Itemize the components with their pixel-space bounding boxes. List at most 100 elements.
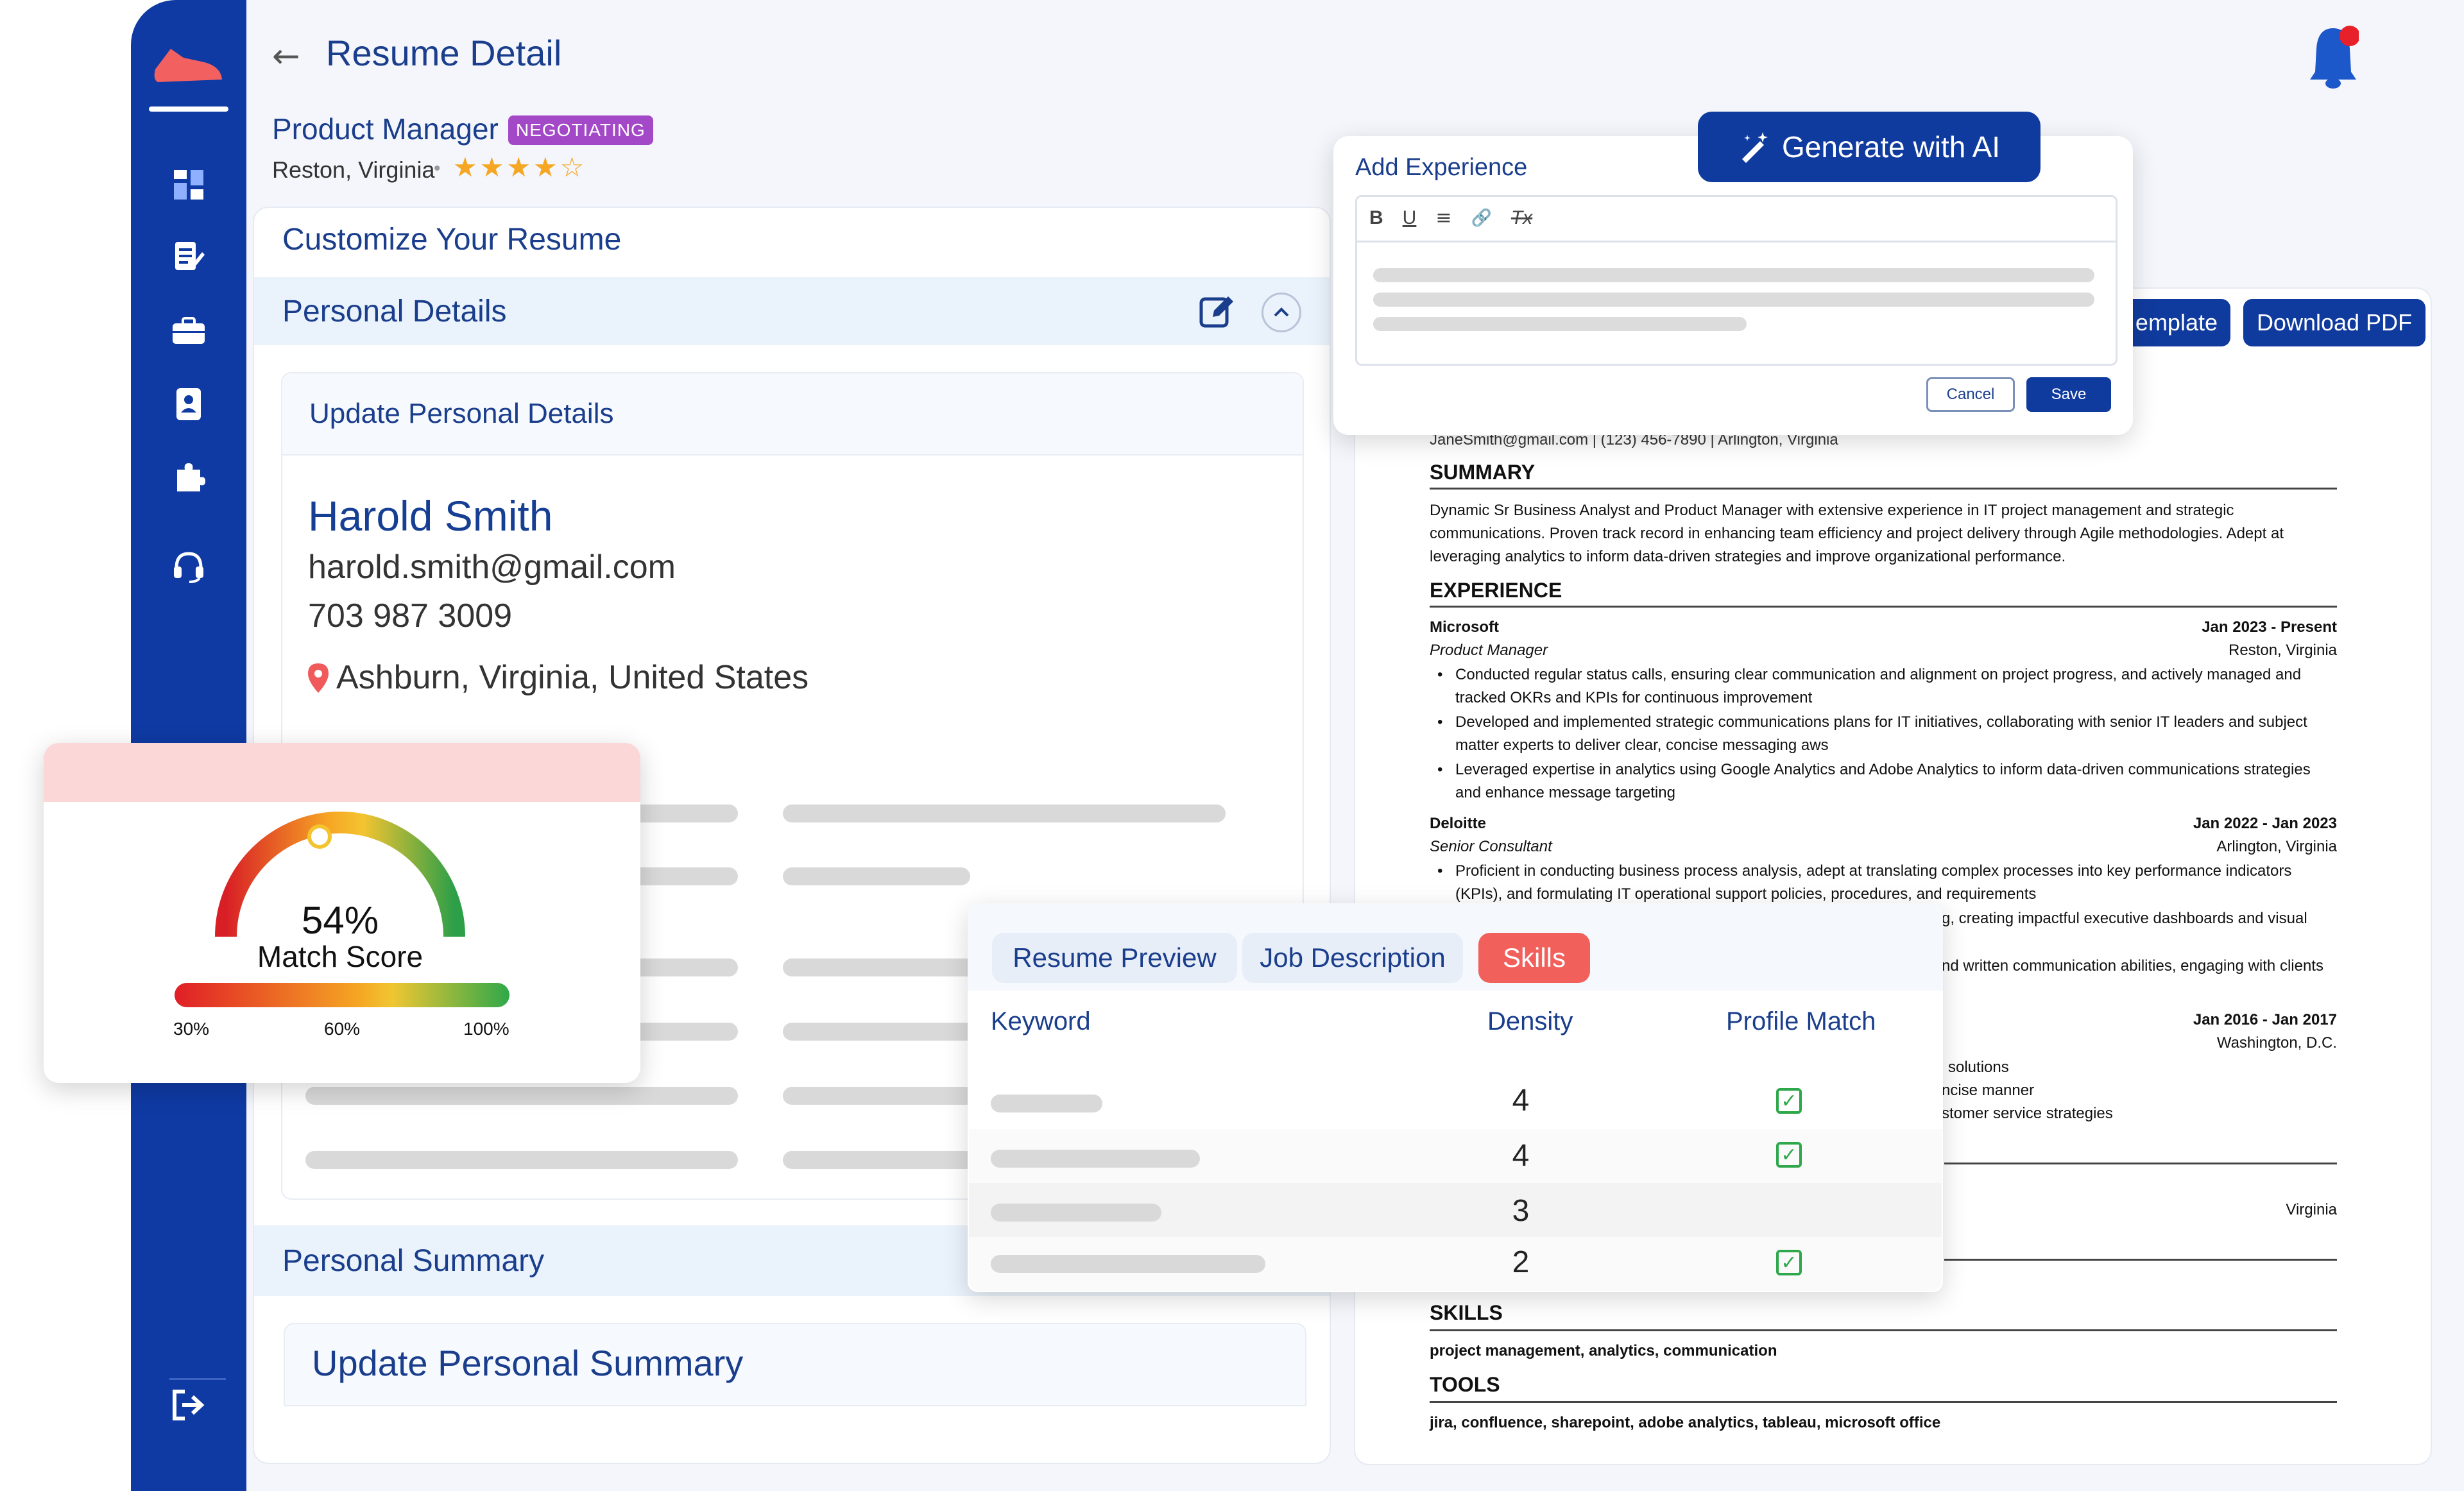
- generate-ai-button[interactable]: Generate with AI: [1698, 112, 2041, 182]
- update-summary-title: Update Personal Summary: [312, 1343, 744, 1383]
- column-keyword: Keyword: [991, 1007, 1091, 1035]
- star-empty-icon: ☆: [560, 151, 585, 183]
- contacts-icon[interactable]: [169, 385, 208, 423]
- location-pin-icon: [307, 662, 330, 694]
- match-card-header: [44, 743, 640, 802]
- bullet: •: [1437, 713, 1443, 731]
- page-title: Resume Detail: [326, 33, 562, 73]
- job-title: Product Manager: [272, 112, 499, 146]
- skeleton-line: [783, 805, 1226, 822]
- keyword-skeleton: [991, 1255, 1265, 1273]
- skeleton-line: [305, 1151, 738, 1169]
- job1-bullet3-a: Leveraged expertise in analytics using G…: [1455, 761, 2311, 778]
- tab-resume-preview[interactable]: Resume Preview: [992, 933, 1237, 983]
- job1-bullet2-a: Developed and implemented strategic comm…: [1455, 713, 2307, 731]
- job1-bullet1-a: Conducted regular status calls, ensuring…: [1455, 666, 2302, 683]
- arrow-left-icon[interactable]: ←: [272, 37, 300, 76]
- resume-fragment: solutions: [1948, 1059, 2009, 1076]
- tab-job-description[interactable]: Job Description: [1242, 933, 1463, 983]
- skeleton-line: [783, 867, 970, 885]
- profile-address: Ashburn, Virginia, United States: [336, 659, 809, 696]
- dashboard-icon[interactable]: [169, 166, 208, 204]
- bell-icon[interactable]: [2307, 23, 2360, 94]
- edit-icon[interactable]: [1199, 293, 1236, 330]
- logo-shoe-icon[interactable]: [149, 46, 228, 85]
- update-summary-header: [284, 1323, 1306, 1406]
- rule: [1430, 606, 2337, 608]
- rule: [1944, 1259, 2337, 1261]
- update-details-title: Update Personal Details: [309, 398, 614, 429]
- match-scale-bar: [175, 983, 509, 1007]
- collapse-button[interactable]: [1262, 293, 1301, 332]
- resume-skills-heading: SKILLS: [1430, 1301, 1503, 1324]
- resume-tools: jira, confluence, sharepoint, adobe anal…: [1430, 1414, 1941, 1431]
- density-value: 3: [1512, 1194, 1530, 1228]
- resume-summary-1: Dynamic Sr Business Analyst and Product …: [1430, 502, 2234, 519]
- clear-format-button[interactable]: Tx: [1510, 207, 1533, 228]
- job-location: Reston, Virginia: [272, 157, 435, 183]
- briefcase-icon[interactable]: [169, 312, 208, 350]
- skeleton-line: [783, 1023, 975, 1041]
- list-button[interactable]: ≡: [1435, 207, 1452, 229]
- job1-dates: Jan 2023 - Present: [2202, 618, 2337, 636]
- resume-fragment: nd written communication abilities, enga…: [1942, 957, 2323, 975]
- checkbox-checked-icon: ✓: [1776, 1088, 1802, 1114]
- rule: [1430, 488, 2337, 490]
- resume-edit-icon[interactable]: [169, 237, 208, 276]
- resume-skills: project management, analytics, communica…: [1430, 1342, 1777, 1359]
- rule: [1430, 1329, 2337, 1331]
- rule: [1430, 1401, 2337, 1403]
- headset-icon[interactable]: [169, 547, 208, 585]
- star-filled-icon: ★: [506, 151, 531, 183]
- skeleton-line: [783, 1151, 975, 1169]
- skeleton-line: [783, 958, 975, 976]
- profile-phone: 703 987 3009: [308, 597, 513, 635]
- job1-bullet3-b: and enhance message targeting: [1455, 784, 1675, 801]
- column-profile-match: Profile Match: [1726, 1007, 1876, 1035]
- logout-icon[interactable]: [169, 1386, 208, 1424]
- scale-label-high: 100%: [463, 1019, 509, 1039]
- personal-details-header[interactable]: Personal Details: [254, 277, 1330, 345]
- generate-ai-label: Generate with AI: [1781, 130, 2001, 164]
- column-density: Density: [1487, 1007, 1573, 1035]
- update-details-header: [282, 373, 1303, 456]
- tab-skills[interactable]: Skills: [1478, 933, 1590, 983]
- star-filled-icon: ★: [479, 151, 504, 183]
- personal-summary-title: Personal Summary: [282, 1243, 545, 1278]
- customize-heading: Customize Your Resume: [282, 223, 622, 257]
- chevron-up-icon: [1274, 307, 1289, 317]
- underline-button[interactable]: U: [1402, 207, 1417, 228]
- density-value: 4: [1512, 1139, 1530, 1173]
- profile-name: Harold Smith: [308, 492, 553, 540]
- job3-dates: Jan 2016 - Jan 2017: [2193, 1011, 2337, 1028]
- link-button[interactable]: 🔗: [1471, 208, 1492, 228]
- add-experience-title: Add Experience: [1355, 154, 1528, 181]
- job2-location: Arlington, Virginia: [2216, 838, 2337, 855]
- bold-button[interactable]: B: [1369, 207, 1383, 228]
- resume-fragment: ncise manner: [1942, 1082, 2035, 1099]
- save-button[interactable]: Save: [2026, 377, 2111, 412]
- star-filled-icon: ★: [453, 151, 477, 183]
- keyword-skeleton: [991, 1150, 1200, 1168]
- resume-fragment: stomer service strategies: [1942, 1105, 2113, 1122]
- match-gauge: [215, 812, 465, 937]
- job2-bullet1-a: Proficient in conducting business proces…: [1455, 862, 2292, 880]
- profile-email: harold.smith@gmail.com: [308, 549, 676, 586]
- experience-editor[interactable]: [1355, 195, 2118, 366]
- table-row: [969, 1075, 1942, 1129]
- star-filled-icon: ★: [533, 151, 558, 183]
- resume-fragment: Virginia: [2286, 1201, 2337, 1218]
- download-pdf-button[interactable]: Download PDF: [2243, 299, 2426, 346]
- keyword-skeleton: [991, 1204, 1161, 1222]
- personal-details-title: Personal Details: [282, 294, 507, 328]
- bullet: •: [1437, 761, 1443, 778]
- puzzle-icon[interactable]: [169, 458, 208, 497]
- separator-dot: •: [434, 158, 441, 179]
- star-rating: ★ ★ ★ ★ ☆: [453, 151, 584, 183]
- density-value: 2: [1512, 1245, 1530, 1279]
- job1-role: Product Manager: [1430, 642, 1548, 659]
- checkbox-checked-icon: ✓: [1776, 1250, 1802, 1275]
- job1-bullet1-b: tracked OKRs and KPIs for continuous imp…: [1455, 689, 1813, 706]
- cancel-button[interactable]: Cancel: [1926, 377, 2015, 412]
- scale-label-mid: 60%: [324, 1019, 361, 1039]
